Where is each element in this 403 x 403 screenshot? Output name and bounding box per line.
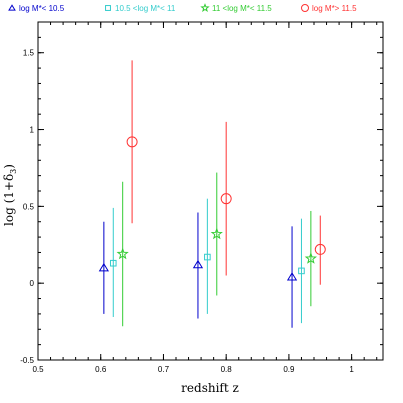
x-tick-label: 0.5	[32, 365, 44, 374]
data-point-triangle	[286, 272, 298, 281]
legend-marker-triangle	[8, 4, 16, 11]
legend-label: 10.5 <log M*< 11	[115, 4, 176, 13]
y-tick-label: 0.5	[23, 202, 35, 211]
plot-frame	[37, 21, 384, 361]
y-tick-label: 1.5	[23, 49, 35, 58]
data-point-star	[116, 247, 129, 260]
data-point-circle	[220, 193, 232, 205]
x-tick-label: 0.9	[283, 365, 295, 374]
data-point-triangle	[192, 259, 204, 269]
series-3	[126, 60, 326, 285]
x-tick-label: 0.8	[221, 365, 233, 374]
x-axis-title: redshift z	[181, 381, 239, 395]
data-point-square	[109, 259, 117, 267]
data-point-star	[210, 227, 223, 240]
data-point-circle	[126, 136, 138, 148]
data-point-triangle	[98, 262, 110, 272]
series-2	[116, 172, 317, 327]
legend: log M*< 10.5 10.5 <log M*< 11 11 <log M*< …	[8, 3, 357, 13]
data-point-circle	[314, 243, 326, 255]
x-tick-label: 0.6	[95, 365, 107, 374]
x-tick-label: 0.7	[158, 365, 170, 374]
series-0	[98, 212, 298, 328]
y-axis-title-main: log (1+δ	[2, 174, 16, 226]
y-axis-title-close: )	[2, 164, 16, 169]
legend-label: log M*< 10.5	[19, 4, 65, 13]
legend-label: log M*> 11.5	[312, 4, 357, 13]
y-tick-label: 0	[30, 279, 35, 288]
legend-marker-circle	[301, 4, 309, 12]
series-1	[109, 198, 305, 324]
data-point-star	[304, 252, 317, 264]
y-tick-label: -0.5	[20, 356, 34, 365]
legend-marker-star	[200, 3, 210, 12]
data-point-square	[204, 253, 211, 261]
y-axis-title: log (1+δ3)	[2, 164, 18, 226]
x-tick-label: 1	[349, 365, 354, 374]
axis-ticks: 0.5 0.6 0.7 0.8 0.9 1 -0.5 0 0.5 1 1.5	[20, 22, 383, 374]
y-axis-title-sub: 3	[9, 169, 18, 174]
y-tick-label: 1	[30, 126, 35, 135]
data-marks	[98, 60, 326, 328]
legend-label: 11 <log M*< 11.5	[212, 4, 272, 13]
legend-marker-square	[105, 5, 111, 11]
data-point-square	[298, 267, 305, 275]
